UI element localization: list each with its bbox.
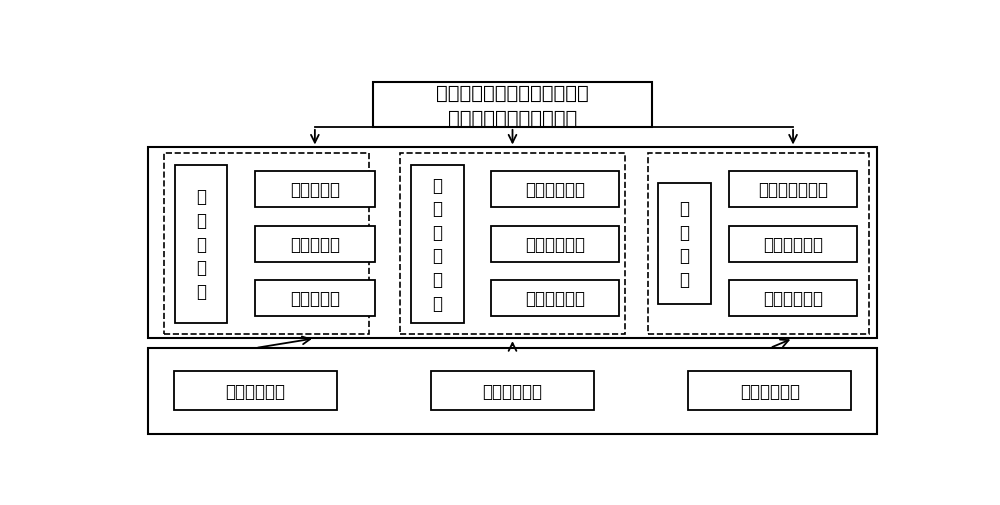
Text: 明确系统范围: 明确系统范围: [763, 289, 823, 308]
Bar: [491, 172, 619, 208]
Text: 交
通
区
划
分: 交 通 区 划 分: [196, 188, 206, 300]
Text: 确定系统的组成: 确定系统的组成: [758, 181, 828, 198]
Bar: [491, 226, 619, 262]
Text: 出行行为理论: 出行行为理论: [482, 382, 542, 400]
Text: 分析影响因素: 分析影响因素: [525, 181, 585, 198]
Bar: [373, 83, 652, 128]
Bar: [491, 281, 619, 317]
Bar: [411, 166, 464, 323]
Bar: [255, 226, 375, 262]
Text: 系
统
界
定: 系 统 界 定: [680, 200, 690, 288]
Bar: [729, 226, 857, 262]
Bar: [255, 172, 375, 208]
Text: 聚类分析理论: 聚类分析理论: [225, 382, 285, 400]
Bar: [255, 281, 375, 317]
Text: 系统科学理论: 系统科学理论: [740, 382, 800, 400]
Bar: [729, 281, 857, 317]
Text: 关联度计算: 关联度计算: [290, 235, 340, 253]
Text: 关联度分类: 关联度分类: [290, 289, 340, 308]
Bar: [174, 372, 337, 411]
Text: 建立分析方法: 建立分析方法: [525, 235, 585, 253]
Bar: [175, 166, 227, 323]
Bar: [148, 348, 877, 434]
Bar: [729, 172, 857, 208]
Text: 构建数学模型: 构建数学模型: [525, 289, 585, 308]
Bar: [431, 372, 594, 411]
Text: 确定旅客时间价值并对多机场
系统区域进行交通区划分: 确定旅客时间价值并对多机场 系统区域进行交通区划分: [436, 83, 589, 127]
Bar: [400, 154, 625, 335]
Text: 关联度定义: 关联度定义: [290, 181, 340, 198]
Text: 时
间
价
值
研
究: 时 间 价 值 研 究: [432, 176, 442, 312]
Bar: [148, 148, 877, 339]
Text: 厘清系统关系: 厘清系统关系: [763, 235, 823, 253]
Bar: [648, 154, 869, 335]
Bar: [688, 372, 851, 411]
Bar: [164, 154, 369, 335]
Bar: [658, 184, 711, 305]
